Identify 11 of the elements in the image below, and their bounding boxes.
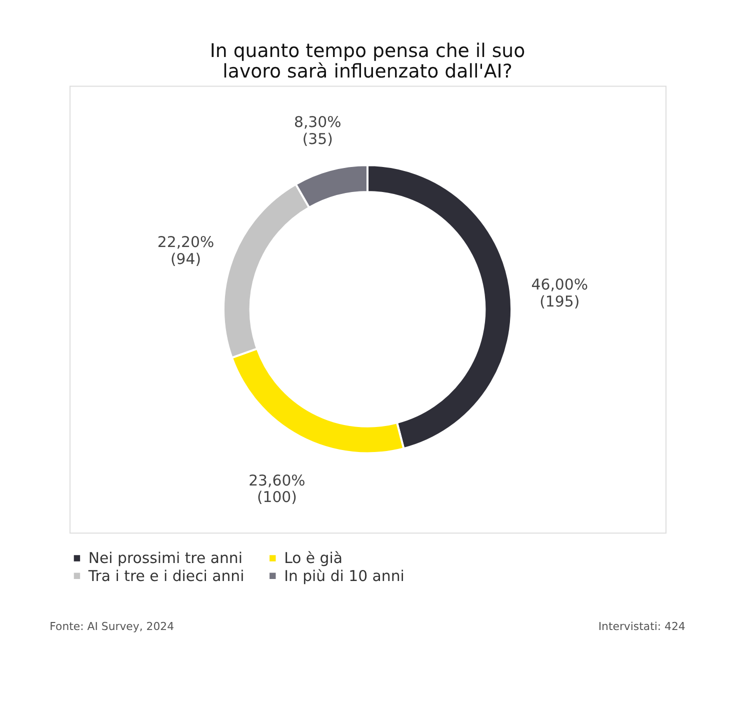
data-label: 23,60% (100) [248,471,306,506]
legend-label: Nei prossimi tre anni [88,549,242,568]
chart-title: In quanto tempo pensa che il suo lavoro sarà influenzato dall'AI? [210,40,526,83]
legend-label: Tra i tre e i dieci anni [87,566,244,585]
text: Intervistati: 424 [598,620,686,634]
legend-label: Lo è già [284,549,343,568]
legend-label: In più di 10 anni [284,566,404,585]
data-label: 22,20% (94) [157,233,214,268]
source-note: Fonte: AI Survey, 2024 [50,620,174,634]
data-label: 46,00% (195) [531,276,588,310]
data-label: 8,30% (35) [294,113,342,148]
